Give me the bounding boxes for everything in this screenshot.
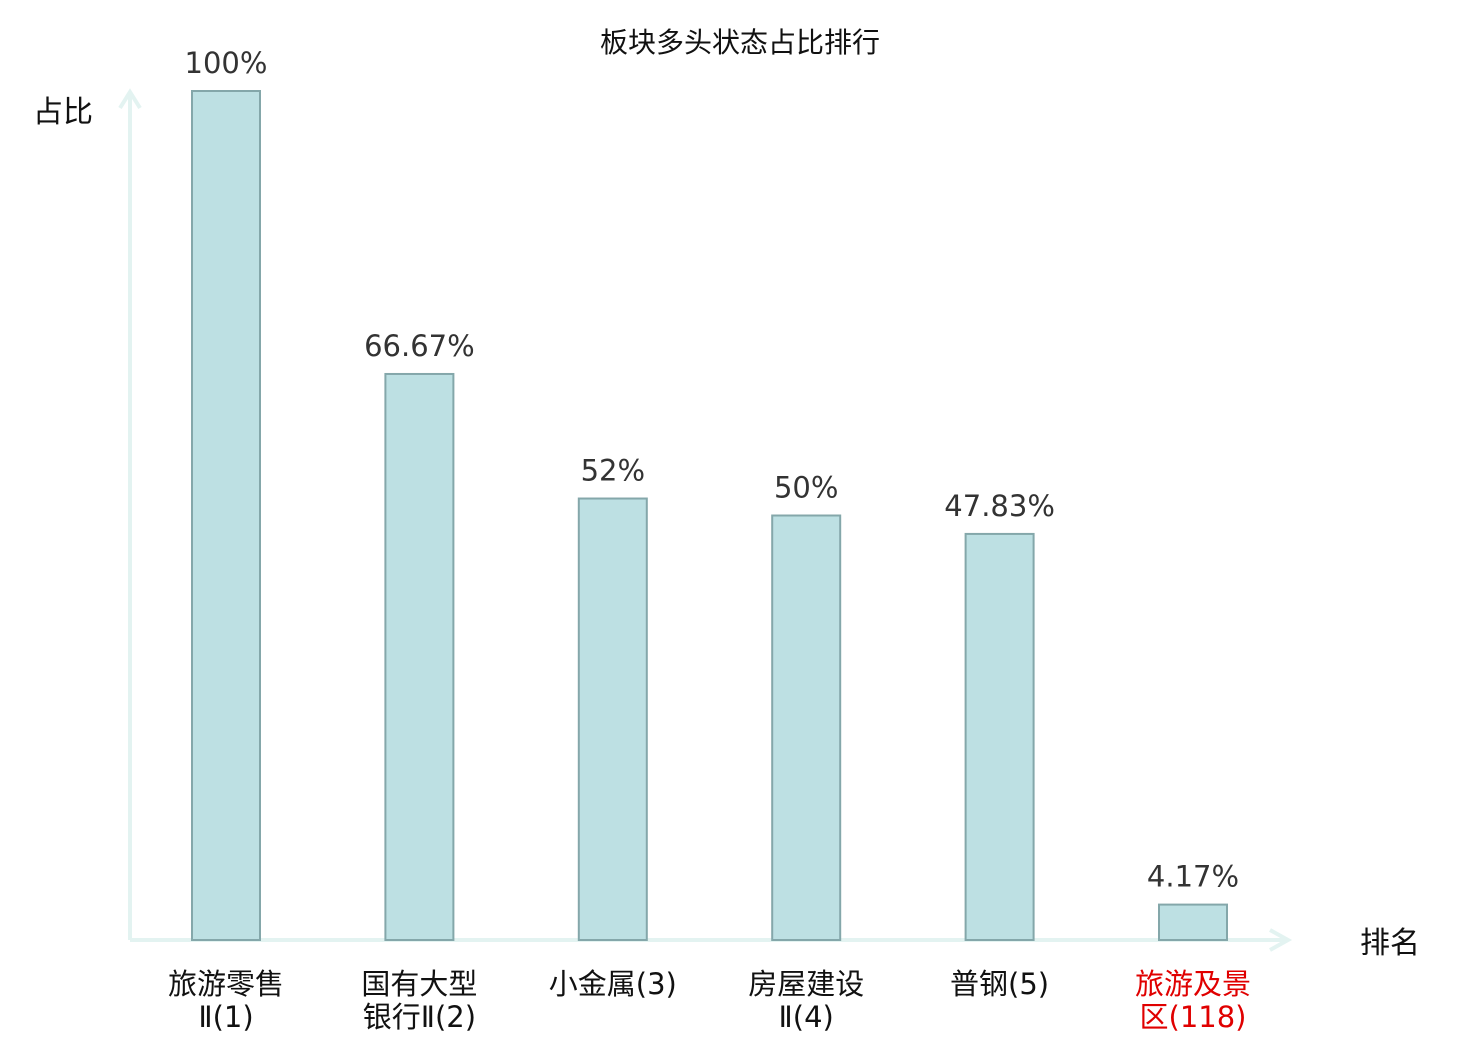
x-axis-arrow [1269,928,1293,952]
axes [118,88,1293,952]
category-label-3: 小金属(3) [549,967,677,1001]
value-label-1: 100% [185,46,268,80]
category-label-5: 普钢(5) [950,967,1049,1001]
value-label-2: 66.67% [364,329,475,363]
value-label-6: 4.17% [1147,860,1239,894]
value-label-3: 52% [581,454,645,488]
bar-1 [191,90,261,941]
x-axis-label: 排名 [1360,926,1420,961]
y-axis-label: 占比 [33,95,93,130]
bar-5 [964,532,1035,941]
category-label-4: 房屋建设 Ⅱ(4) [748,967,864,1034]
bar-4 [771,514,842,941]
value-labels-group: 100% 66.67% 52% 50% 47.83% 4.17% [185,46,1240,894]
bar-3 [577,497,648,941]
category-label-1: 旅游零售 Ⅱ(1) [168,967,284,1034]
value-label-4: 50% [774,471,838,505]
bar-2 [384,372,455,942]
category-labels-group: 旅游零售 Ⅱ(1) 国有大型银行Ⅱ(2) 小金属(3) 房屋建设 Ⅱ(4) 普钢(5) 旅游及… [168,967,1251,1034]
chart-title: 板块多头状态占比排行 [600,26,880,59]
category-label-6: 旅游及景区(118) [1135,967,1251,1034]
bar-6 [1158,903,1228,941]
bars-group [191,90,1228,942]
category-label-2: 国有大型银行Ⅱ(2) [361,967,477,1034]
value-label-5: 47.83% [944,489,1055,523]
y-axis-arrow [118,88,142,110]
